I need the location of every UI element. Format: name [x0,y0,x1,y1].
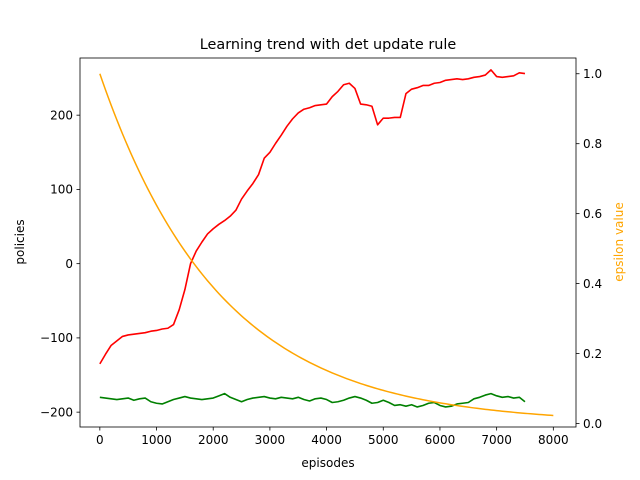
y-tick-label-left: 200 [50,108,73,122]
x-axis: 0 1000 2000 3000 4000 5000 6000 7000 8000 [96,427,569,447]
y-axis-label-left: policies [13,219,27,264]
plot-area [99,69,554,417]
y-axis-right: 0.0 0.2 0.4 0.6 0.8 1.0 [576,67,602,431]
y-tick-label-right: 0.6 [583,207,602,221]
series-line-green [99,392,526,408]
y-tick-label-left: −100 [40,331,73,345]
y-tick-label-right: 0.2 [583,347,602,361]
x-tick-label: 6000 [425,433,456,447]
series-line-red [99,69,526,365]
x-tick-label: 7000 [481,433,512,447]
plot-frame [79,57,577,428]
y-tick-label-right: 0.8 [583,137,602,151]
x-tick-label: 5000 [368,433,399,447]
x-tick-label: 8000 [538,433,569,447]
y-axis-label-right: epsilon value [612,202,626,281]
chart-title: Learning trend with det update rule [200,37,457,53]
x-tick-label: 1000 [141,433,172,447]
x-tick-label: 0 [96,433,104,447]
x-axis-label: episodes [301,456,354,470]
y-axis-left: −200 −100 0 100 200 [40,108,80,419]
x-tick-label: 3000 [255,433,286,447]
y-tick-label-right: 0.0 [583,417,602,431]
y-tick-label-left: 0 [65,257,73,271]
x-tick-label: 2000 [198,433,229,447]
epsilon-line [99,73,554,417]
y-tick-label-left: 100 [50,183,73,197]
y-tick-label-left: −200 [40,405,73,419]
y-tick-label-right: 1.0 [583,67,602,81]
y-tick-label-right: 0.4 [583,277,602,291]
x-tick-label: 4000 [311,433,342,447]
